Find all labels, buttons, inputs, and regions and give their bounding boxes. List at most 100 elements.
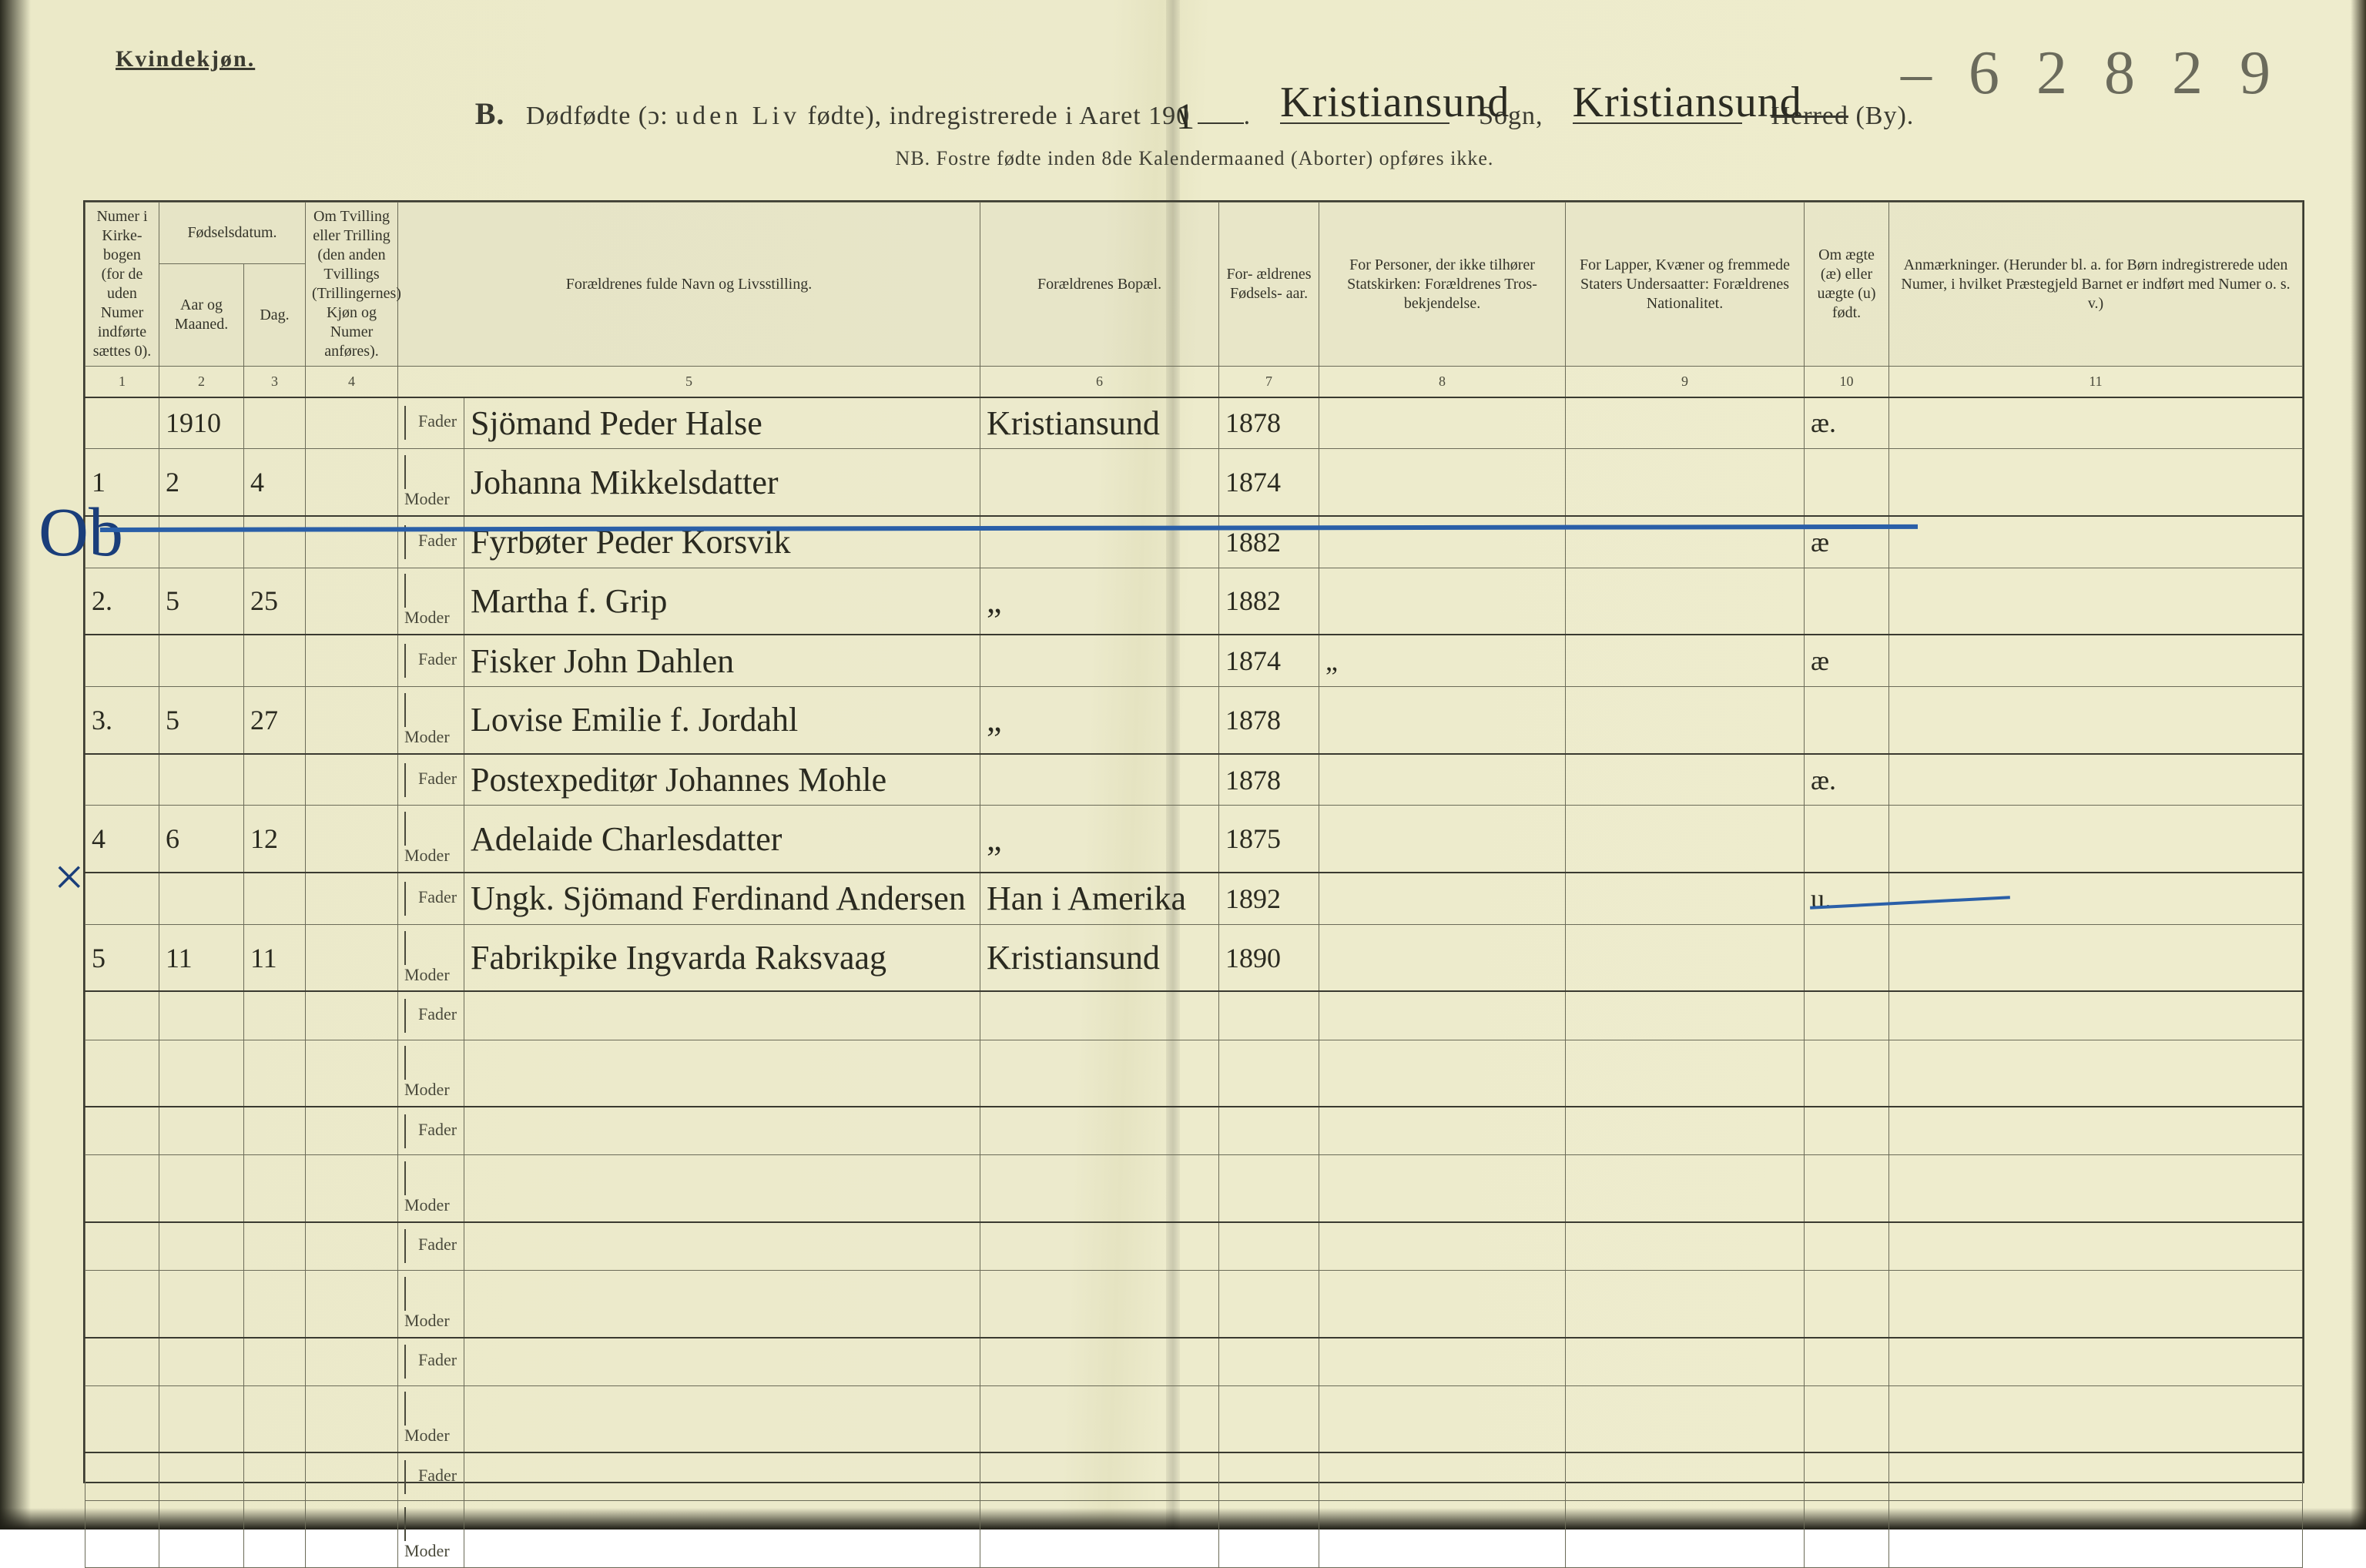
- cell: [1889, 516, 2303, 568]
- cell: 1875: [1219, 806, 1319, 873]
- cell: [244, 1452, 306, 1501]
- cell: Lovise Emilie f. Jordahl: [464, 687, 980, 754]
- col-2b-head: Dag.: [244, 264, 306, 367]
- margin-note-ob: Ob: [39, 493, 123, 572]
- cell: [85, 1270, 159, 1337]
- cell: 12: [244, 806, 306, 873]
- column-number-row: 1 2 3 4 5 6 7 8 9 10 11: [85, 367, 2303, 397]
- cell: [1319, 1270, 1566, 1337]
- cell: Martha f. Grip: [464, 568, 980, 635]
- cell: [1889, 991, 2303, 1040]
- cell: [85, 1385, 159, 1452]
- cell: [1219, 1155, 1319, 1222]
- blank-row: Fader: [85, 1338, 2303, 1386]
- cell: [1319, 873, 1566, 924]
- col-6-head: Forældrenes Bopæl.: [980, 203, 1219, 367]
- cell: [1319, 1155, 1566, 1222]
- cell: [1805, 991, 1889, 1040]
- cell: [1566, 873, 1805, 924]
- scan-edge-right: [2351, 0, 2366, 1529]
- cell: [1566, 516, 1805, 568]
- cell: [244, 1501, 306, 1568]
- district-value: Kristiansund: [1573, 78, 1802, 127]
- cell: [1566, 568, 1805, 635]
- cell: 1878: [1219, 687, 1319, 754]
- cell: Sjömand Peder Halse: [464, 397, 980, 449]
- cell: Postexpeditør Johannes Mohle: [464, 754, 980, 806]
- cell: [1805, 924, 1889, 991]
- cell: [980, 1338, 1219, 1386]
- parish-blank: Kristiansund: [1280, 122, 1449, 124]
- cell: [1805, 1107, 1889, 1155]
- col-8-head: For Personer, der ikke tilhører Statskir…: [1319, 203, 1566, 367]
- blank-row: Moder: [85, 1040, 2303, 1107]
- cell: [244, 1107, 306, 1155]
- cell: [1805, 687, 1889, 754]
- cell: [85, 1222, 159, 1271]
- cell: [1805, 449, 1889, 516]
- cell: [159, 1107, 244, 1155]
- cell: [980, 1040, 1219, 1107]
- cell: [1319, 1501, 1566, 1568]
- cell: [1889, 1270, 2303, 1337]
- cell: 11: [159, 924, 244, 991]
- cell: [85, 1501, 159, 1568]
- colnum-8: 8: [1319, 367, 1566, 397]
- cell: [1805, 1222, 1889, 1271]
- cell: [1219, 1338, 1319, 1386]
- table-head: Numer i Kirke- bogen (for de uden Numer …: [85, 203, 2303, 397]
- district-blank: Kristiansund: [1573, 122, 1742, 124]
- colnum-7: 7: [1219, 367, 1319, 397]
- cell: [464, 1338, 980, 1386]
- cell: 2.: [85, 568, 159, 635]
- cell: [980, 1501, 1219, 1568]
- cell: [1889, 449, 2303, 516]
- cell: 1882: [1219, 568, 1319, 635]
- cell: [1566, 397, 1805, 449]
- cell: 5: [159, 568, 244, 635]
- cell: [980, 991, 1219, 1040]
- cell: [1219, 1040, 1319, 1107]
- fader-label: Fader: [398, 754, 464, 806]
- cell: 4: [85, 806, 159, 873]
- cell: [1889, 1501, 2303, 1568]
- cell: [1889, 754, 2303, 806]
- cell: [1566, 1040, 1805, 1107]
- cell: [1566, 924, 1805, 991]
- cell: [464, 1452, 980, 1501]
- blank-row: Fader: [85, 991, 2303, 1040]
- cell: 4: [244, 449, 306, 516]
- cell: [1889, 635, 2303, 686]
- cell: [1889, 687, 2303, 754]
- cell: [1319, 568, 1566, 635]
- entry-row-fader: FaderPostexpeditør Johannes Mohle1878æ.: [85, 754, 2303, 806]
- entry-row-fader: FaderFyrbøter Peder Korsvik1882æ: [85, 516, 2303, 568]
- row-label: Moder: [398, 1155, 464, 1222]
- moder-label: Moder: [398, 687, 464, 754]
- colnum-10: 10: [1805, 367, 1889, 397]
- cell: [1805, 1452, 1889, 1501]
- cell: Kristiansund: [980, 924, 1219, 991]
- cell: 1892: [1219, 873, 1319, 924]
- cell: [159, 1501, 244, 1568]
- colnum-2: 2: [159, 367, 244, 397]
- cell: [980, 1155, 1219, 1222]
- cell: [306, 1222, 398, 1271]
- cell: æ.: [1805, 754, 1889, 806]
- cell: [1566, 687, 1805, 754]
- cell: 3.: [85, 687, 159, 754]
- cell: [1889, 1338, 2303, 1386]
- cell: 1882: [1219, 516, 1319, 568]
- cell: [464, 1501, 980, 1568]
- cell: [159, 1270, 244, 1337]
- cell: [1805, 1338, 1889, 1386]
- fader-label: Fader: [398, 516, 464, 568]
- cell: 5: [159, 687, 244, 754]
- blank-row: Fader: [85, 1107, 2303, 1155]
- blank-row: Fader: [85, 1452, 2303, 1501]
- cell: [244, 1040, 306, 1107]
- row-label: Fader: [398, 1452, 464, 1501]
- cell: [980, 1107, 1219, 1155]
- fader-label: Fader: [398, 397, 464, 449]
- cell: [159, 1385, 244, 1452]
